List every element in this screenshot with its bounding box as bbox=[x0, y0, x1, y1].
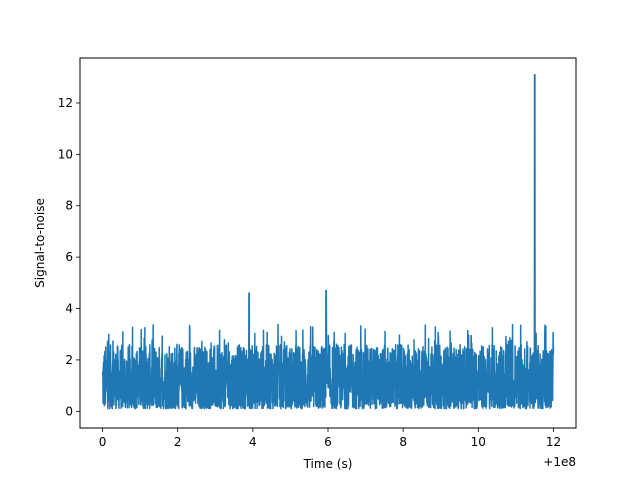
x-axis-ticks: 0 2 4 6 8 10 12 bbox=[99, 428, 561, 449]
x-tick-label: 2 bbox=[174, 435, 182, 449]
y-tick-label: 4 bbox=[65, 302, 73, 316]
x-tick-label: 0 bbox=[99, 435, 107, 449]
plot-series-layer bbox=[101, 73, 555, 410]
y-tick-label: 8 bbox=[65, 199, 73, 213]
y-tick-label: 10 bbox=[58, 147, 73, 161]
y-tick-label: 0 bbox=[65, 404, 73, 418]
x-axis-label: Time (s) bbox=[303, 457, 353, 471]
y-tick-label: 2 bbox=[65, 353, 73, 367]
x-offset-label: +1e8 bbox=[543, 455, 576, 469]
y-axis-ticks: 0 2 4 6 8 10 12 bbox=[58, 96, 80, 418]
x-tick-label: 8 bbox=[399, 435, 407, 449]
x-tick-label: 4 bbox=[249, 435, 257, 449]
y-tick-label: 12 bbox=[58, 96, 73, 110]
y-axis-label: Signal-to-noise bbox=[33, 198, 47, 288]
x-tick-label: 12 bbox=[546, 435, 561, 449]
signal-series-line bbox=[101, 73, 555, 410]
y-tick-label: 6 bbox=[65, 250, 73, 264]
x-tick-label: 6 bbox=[324, 435, 332, 449]
x-tick-label: 10 bbox=[471, 435, 486, 449]
